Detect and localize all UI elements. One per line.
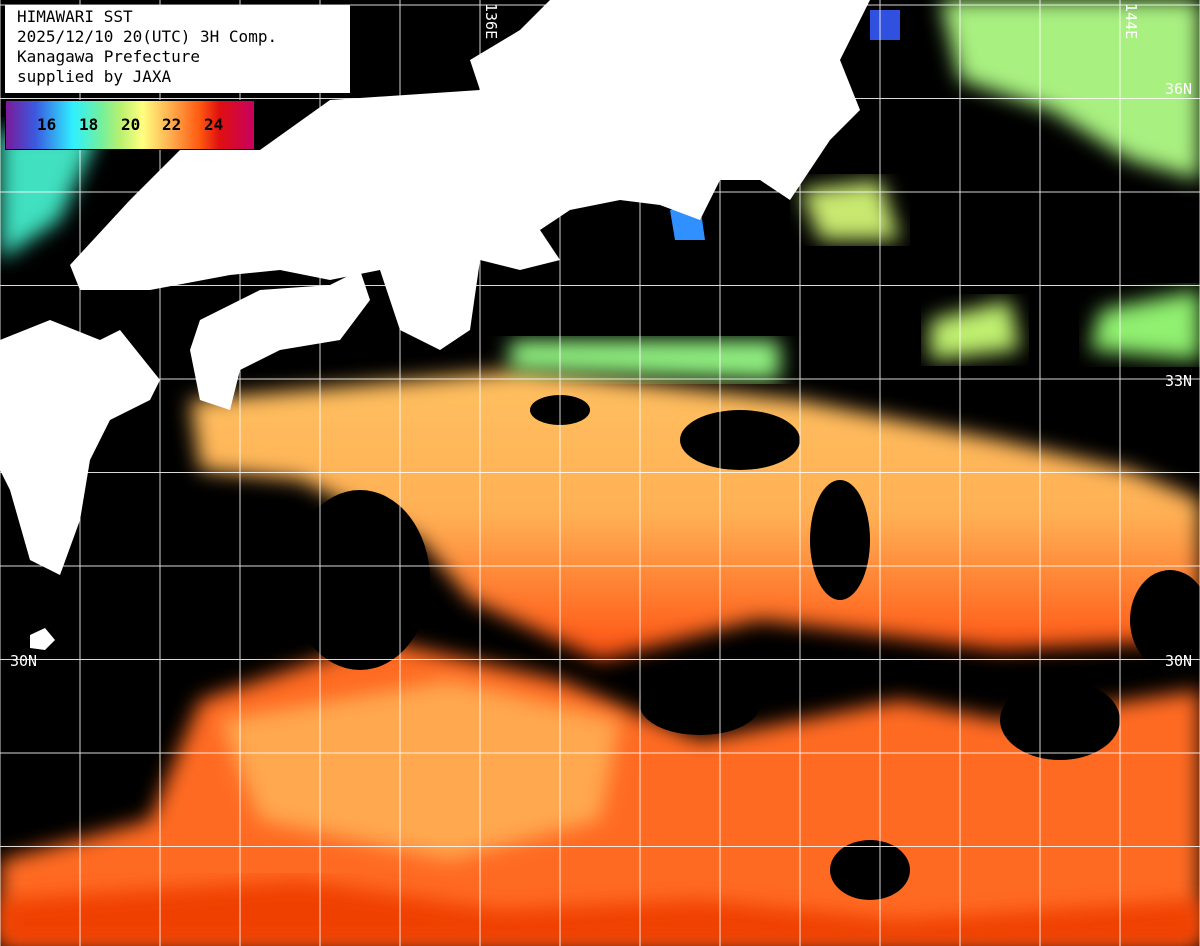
lat-label: 30N — [10, 652, 38, 670]
scale-tick: 16 — [37, 115, 57, 134]
green-band — [510, 340, 780, 380]
cool-patch-ne2 — [800, 180, 900, 240]
cool-patch-mid — [930, 300, 1020, 360]
cloud-cover — [290, 395, 1200, 900]
title-box: HIMAWARI SST 2025/12/10 20(UTC) 3H Comp.… — [5, 5, 350, 93]
scale-tick: 20 — [121, 115, 141, 134]
datetime: 2025/12/10 20(UTC) 3H Comp. — [17, 27, 278, 46]
land-shikoku — [190, 270, 370, 410]
lon-label: 144E — [1122, 3, 1140, 40]
title: HIMAWARI SST — [17, 7, 133, 26]
lat-label: 30N — [1165, 652, 1193, 670]
scale-tick: 24 — [204, 115, 224, 134]
cool-sea-northeast — [940, 0, 1200, 180]
lat-label: 33N — [10, 372, 38, 390]
cold-patch-ne — [870, 10, 900, 40]
scale-tick: 18 — [79, 115, 99, 134]
cool-patch-east — [1090, 290, 1200, 360]
lat-label: 33N — [1165, 372, 1193, 390]
scale-tick: 22 — [162, 115, 182, 134]
warm-sea-north — [190, 370, 1200, 660]
cool-sea-west — [0, 130, 100, 260]
color-scale-bar: 16 18 20 22 24 — [5, 100, 255, 150]
deep-warm-south — [0, 880, 1200, 946]
source: supplied by JAXA — [17, 67, 172, 86]
lon-label: 136E — [482, 3, 500, 40]
publisher: Kanagawa Prefecture — [17, 47, 201, 66]
land-honshu — [70, 0, 870, 350]
land-island — [30, 628, 55, 650]
lat-label: 36N — [1165, 80, 1193, 98]
